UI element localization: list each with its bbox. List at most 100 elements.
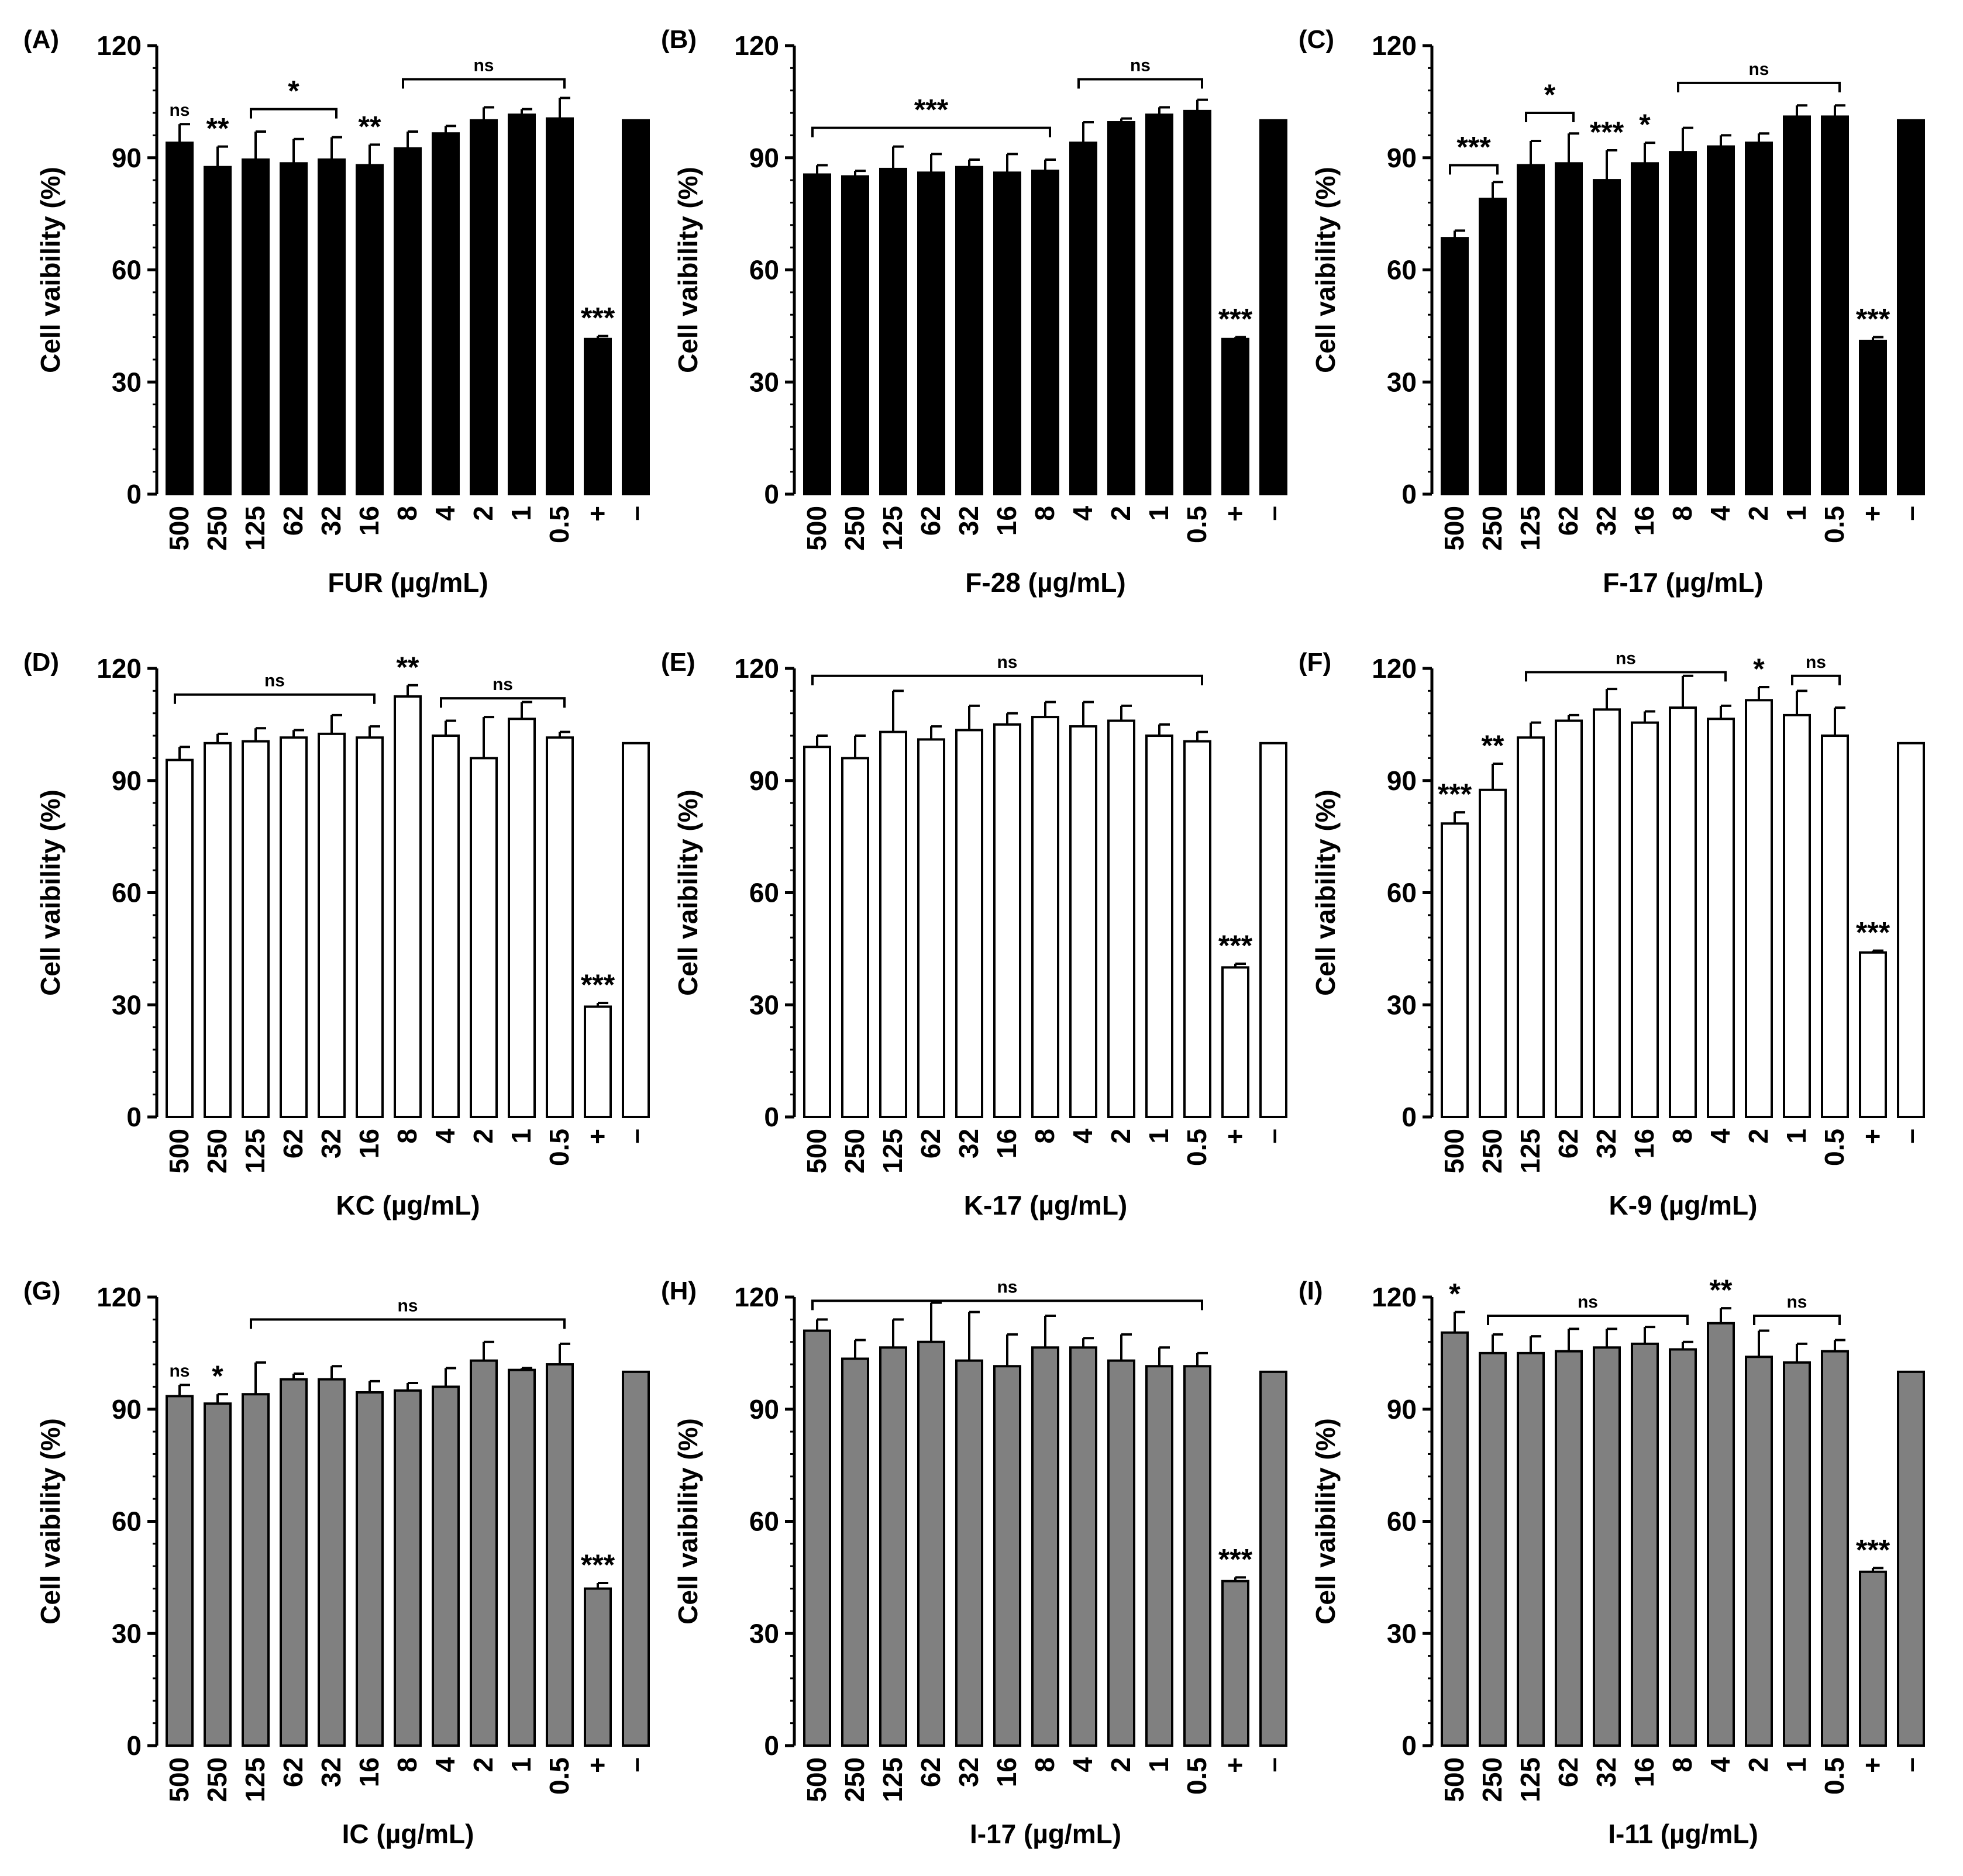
x-tick-label: 500 (801, 1757, 832, 1802)
x-tick-label: 125 (877, 1757, 908, 1802)
bar-chart: (G) 0 30 60 90 120 Cell vaibility (%) 500 250 125… (23, 1277, 650, 1849)
x-tick-label: 500 (164, 1129, 194, 1174)
y-tick-label: 30 (749, 989, 779, 1020)
y-tick-label: 120 (97, 653, 142, 684)
x-tick-label: 8 (1029, 1757, 1060, 1772)
bar (318, 158, 346, 495)
bar (993, 1365, 1021, 1747)
bar (1479, 788, 1507, 1118)
bar (280, 1378, 308, 1747)
bracket-ns-label: ns (493, 675, 513, 694)
x-tick-label: 500 (164, 506, 194, 551)
x-axis-label: F-28 (µg/mL) (965, 567, 1125, 598)
panel-d: (D) 0 30 60 90 120 Cell vaibility (%) 500 250 125… (0, 623, 650, 1237)
panel-label: (E) (661, 648, 695, 677)
bar (1783, 115, 1811, 496)
significance-bracket (402, 78, 566, 89)
x-tick-label: 8 (1667, 1129, 1697, 1144)
bar (955, 1359, 983, 1747)
x-tick-label: + (1857, 506, 1888, 522)
significance-bracket (1077, 78, 1203, 89)
y-tick-label: 120 (734, 30, 779, 61)
bracket-ns-label: ns (1130, 56, 1151, 75)
bracket-stars: * (288, 75, 299, 108)
x-tick-label: 62 (278, 1129, 308, 1158)
significance-bracket (811, 126, 1051, 137)
x-tick-label: 1 (506, 1757, 536, 1772)
significance-bracket (1525, 671, 1727, 682)
x-tick-label: 2 (1743, 1757, 1773, 1772)
bar-chart: (C) 0 30 60 90 120 Cell vaibility (%) 500 250 125… (1299, 25, 1926, 598)
x-tick-label: 2 (468, 1757, 498, 1772)
x-tick-label: 1 (1144, 1757, 1174, 1772)
bar (356, 736, 384, 1118)
x-tick-label: 1 (1144, 1129, 1174, 1144)
bar (1593, 708, 1621, 1118)
bar (622, 1370, 650, 1747)
bar (1821, 734, 1849, 1119)
x-tick-label: 250 (839, 506, 870, 551)
significance-bracket (811, 1299, 1203, 1311)
bar (993, 723, 1021, 1118)
panel-label: (C) (1299, 25, 1334, 54)
x-tick-label: 8 (392, 1757, 422, 1772)
bracket-ns-label: ns (1616, 649, 1636, 668)
bar (1897, 119, 1925, 496)
y-axis-label: Cell vaibility (%) (35, 167, 66, 373)
bar (1745, 142, 1773, 495)
bracket-ns-label: ns (997, 653, 1017, 672)
bar (318, 1378, 346, 1747)
x-tick-label: 8 (1029, 1129, 1060, 1144)
bar-chart: (D) 0 30 60 90 120 Cell vaibility (%) 500 250 125… (23, 648, 650, 1220)
panel-label: (I) (1299, 1277, 1323, 1305)
bar (1555, 1350, 1583, 1747)
significance-bracket (250, 108, 338, 119)
bar (1669, 151, 1697, 496)
y-tick-label: 60 (749, 878, 779, 908)
x-tick-label: 62 (915, 1129, 946, 1158)
bracket-ns-label: ns (1806, 653, 1826, 672)
x-tick-label: 1 (1144, 506, 1174, 521)
y-tick-label: 30 (112, 989, 142, 1020)
bar (1107, 1359, 1135, 1747)
bar (242, 740, 270, 1118)
bar (1707, 1322, 1735, 1747)
x-tick-label: 32 (953, 1129, 984, 1158)
bar (1783, 713, 1811, 1119)
x-tick-label: 250 (1477, 506, 1507, 551)
bar (280, 736, 308, 1118)
ns-label: ns (169, 1361, 190, 1381)
bar (204, 742, 232, 1119)
bar (318, 732, 346, 1118)
y-tick-label: 120 (97, 30, 142, 61)
x-tick-label: 32 (953, 506, 984, 536)
y-axis-label: Cell vaibility (%) (673, 1418, 703, 1625)
x-tick-label: – (620, 1757, 650, 1772)
bar (917, 738, 945, 1119)
x-tick-label: 0.5 (1182, 506, 1212, 543)
x-tick-label: 0.5 (544, 506, 574, 543)
bar (622, 119, 650, 496)
bar (1069, 1346, 1097, 1747)
bar (584, 1587, 612, 1747)
bar (1259, 742, 1287, 1119)
x-tick-label: 4 (430, 1129, 460, 1144)
bar (622, 742, 650, 1119)
y-tick-label: 30 (112, 367, 142, 397)
bar (1707, 718, 1735, 1119)
significance-bracket (1791, 674, 1841, 685)
x-tick-label: + (582, 1757, 612, 1773)
y-tick-label: 120 (1372, 30, 1417, 61)
x-tick-label: 62 (1553, 1757, 1583, 1787)
x-tick-label: 250 (839, 1757, 870, 1802)
bar (1107, 719, 1135, 1118)
y-tick-label: 0 (126, 479, 142, 509)
bar (394, 1389, 422, 1747)
bar (1259, 119, 1287, 496)
bar (166, 142, 194, 495)
x-tick-label: 125 (1515, 1757, 1545, 1802)
bar (1631, 1342, 1659, 1747)
x-tick-label: 125 (240, 1129, 270, 1174)
bracket-ns-label: ns (264, 671, 285, 691)
x-tick-label: – (1258, 506, 1288, 521)
